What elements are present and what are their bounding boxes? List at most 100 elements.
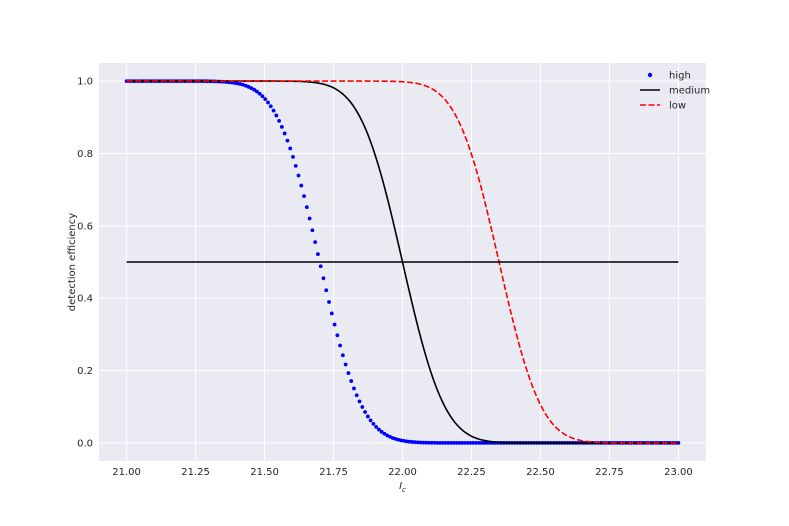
series-high-point bbox=[354, 393, 359, 398]
series-high-point bbox=[424, 440, 428, 445]
series-high-point bbox=[460, 441, 465, 445]
series-high-point bbox=[404, 439, 409, 444]
series-high-point bbox=[318, 264, 323, 269]
series-high-point bbox=[371, 422, 376, 426]
series-high-point bbox=[282, 131, 287, 136]
y-tick-label: 0.4 bbox=[77, 294, 93, 305]
series-high-point bbox=[479, 441, 484, 445]
series-high-point bbox=[310, 228, 315, 233]
series-high-point bbox=[302, 194, 306, 199]
x-tick-label: 22.25 bbox=[457, 467, 486, 478]
series-high-point bbox=[304, 205, 309, 210]
series-high-point bbox=[263, 97, 268, 102]
series-high-point bbox=[377, 427, 381, 432]
series-high-point bbox=[313, 240, 318, 245]
series-high-point bbox=[360, 405, 365, 409]
series-high-point bbox=[382, 431, 387, 436]
series-layer bbox=[124, 79, 681, 445]
series-high-point bbox=[407, 439, 412, 444]
series-high-point bbox=[257, 91, 262, 96]
series-high-point bbox=[338, 343, 343, 348]
y-tick-label: 0.0 bbox=[77, 438, 93, 449]
series-high-point bbox=[368, 418, 373, 423]
series-high-point bbox=[438, 440, 442, 445]
series-high-point bbox=[365, 414, 370, 419]
series-high-point bbox=[329, 311, 334, 316]
y-tick-label: 0.2 bbox=[77, 366, 93, 377]
series-high-point bbox=[332, 322, 337, 327]
series-high-point bbox=[440, 440, 445, 445]
series-high-point bbox=[296, 173, 301, 178]
legend: high medium low bbox=[640, 71, 710, 112]
series-high-point bbox=[268, 104, 273, 109]
series-high-point bbox=[471, 441, 476, 445]
series-high-point bbox=[327, 300, 331, 304]
series-high-point bbox=[426, 440, 431, 445]
series-high-point bbox=[413, 440, 417, 445]
x-axis-label-sub: c bbox=[402, 486, 406, 494]
series-high-point bbox=[418, 440, 423, 445]
x-tick-label: 21.25 bbox=[181, 467, 210, 478]
series-high-point bbox=[435, 440, 440, 445]
series-high-point bbox=[352, 386, 356, 391]
series-high-point bbox=[429, 440, 434, 445]
x-tick-label: 21.50 bbox=[250, 467, 279, 478]
y-tick-label: 1.0 bbox=[77, 77, 93, 88]
series-high-point bbox=[271, 108, 276, 113]
series-high-point bbox=[343, 362, 348, 367]
series-high-point bbox=[260, 94, 265, 99]
series-high-point bbox=[279, 124, 284, 129]
series-high-point bbox=[288, 146, 293, 151]
series-high-point bbox=[299, 183, 304, 188]
x-tick-label: 22.75 bbox=[595, 467, 624, 478]
series-high-point bbox=[291, 154, 295, 159]
series-high-point bbox=[363, 410, 367, 414]
series-high-point bbox=[340, 353, 345, 358]
y-tick-label: 0.6 bbox=[77, 221, 93, 232]
series-high-point bbox=[468, 441, 473, 445]
x-tick-label: 21.75 bbox=[319, 467, 348, 478]
series-high-point bbox=[324, 288, 329, 293]
series-high-point bbox=[457, 441, 462, 445]
y-tick-label: 0.8 bbox=[77, 149, 93, 160]
x-tick-label: 22.50 bbox=[526, 467, 555, 478]
legend-marker-high bbox=[647, 72, 653, 78]
series-high-point bbox=[410, 440, 415, 444]
series-high-point bbox=[321, 276, 326, 281]
x-axis-ticks: 21.00 21.25 21.50 21.75 22.00 22.25 22.50 22.75… bbox=[112, 467, 692, 478]
series-high-point bbox=[443, 440, 448, 445]
x-axis-label: Ic bbox=[399, 481, 406, 494]
series-high-point bbox=[293, 164, 298, 168]
series-high-point bbox=[449, 441, 453, 445]
series-high-point bbox=[485, 441, 489, 445]
series-high-point bbox=[379, 429, 384, 434]
series-high-point bbox=[255, 89, 259, 94]
series-high-point bbox=[266, 100, 270, 105]
x-tick-label: 23.00 bbox=[664, 467, 693, 478]
series-high-point bbox=[465, 441, 470, 445]
series-high-point bbox=[421, 440, 426, 445]
series-high-point bbox=[476, 441, 481, 445]
series-low-line bbox=[126, 80, 679, 444]
series-high-point bbox=[482, 441, 487, 445]
series-high-point bbox=[374, 425, 379, 429]
series-high-point bbox=[451, 441, 456, 445]
x-axis-label-main: I bbox=[399, 481, 402, 492]
series-high-point bbox=[277, 118, 281, 123]
series-high-point bbox=[307, 216, 312, 221]
series-high-point bbox=[252, 87, 257, 92]
y-axis-ticks: 0.0 0.2 0.4 0.6 0.8 1.0 bbox=[77, 77, 93, 450]
series-high-point bbox=[454, 441, 459, 445]
series-high-point bbox=[274, 113, 279, 118]
series-high-point bbox=[316, 252, 320, 257]
series-high-point bbox=[285, 138, 290, 143]
x-tick-label: 22.00 bbox=[388, 467, 417, 478]
series-high-point bbox=[446, 440, 451, 445]
series-high-point bbox=[335, 333, 340, 338]
series-high-point bbox=[415, 440, 420, 445]
x-tick-label: 21.00 bbox=[112, 467, 141, 478]
legend-label-low: low bbox=[669, 101, 686, 112]
series-high-point bbox=[474, 441, 478, 445]
series-high-point bbox=[432, 440, 437, 445]
